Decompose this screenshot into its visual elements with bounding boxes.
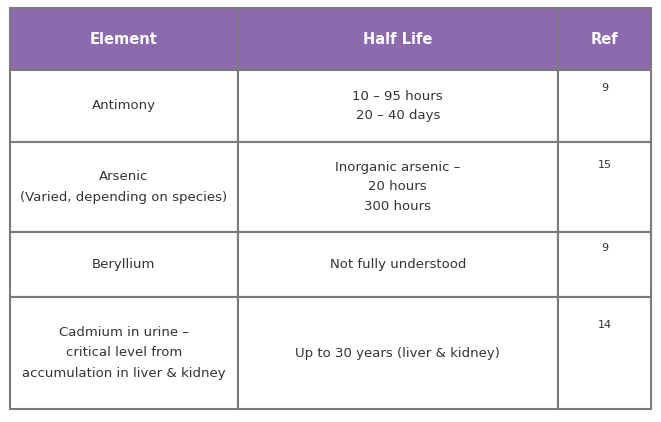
Text: Ref: Ref: [591, 32, 618, 46]
Bar: [10, 142, 237, 232]
Text: Antimony: Antimony: [92, 100, 156, 113]
Text: 9: 9: [601, 83, 608, 93]
Bar: [237, 70, 558, 142]
Bar: [237, 297, 558, 409]
Bar: [237, 232, 558, 297]
Text: Half Life: Half Life: [363, 32, 432, 46]
Text: 14: 14: [598, 320, 611, 330]
Text: Inorganic arsenic –
20 hours
300 hours: Inorganic arsenic – 20 hours 300 hours: [335, 160, 461, 214]
Text: 9: 9: [601, 243, 608, 253]
Text: Element: Element: [90, 32, 158, 46]
Text: Not fully understood: Not fully understood: [330, 258, 466, 271]
Bar: [237, 8, 558, 70]
Bar: [558, 297, 651, 409]
Bar: [558, 70, 651, 142]
Bar: [10, 297, 237, 409]
Bar: [10, 8, 237, 70]
Bar: [237, 142, 558, 232]
Bar: [558, 232, 651, 297]
Bar: [10, 232, 237, 297]
Text: Up to 30 years (liver & kidney): Up to 30 years (liver & kidney): [295, 346, 500, 360]
Text: 10 – 95 hours
20 – 40 days: 10 – 95 hours 20 – 40 days: [352, 89, 443, 122]
Bar: [558, 8, 651, 70]
Bar: [558, 142, 651, 232]
Text: 15: 15: [598, 160, 611, 170]
Text: Arsenic
(Varied, depending on species): Arsenic (Varied, depending on species): [20, 170, 227, 203]
Text: Cadmium in urine –
critical level from
accumulation in liver & kidney: Cadmium in urine – critical level from a…: [22, 327, 225, 379]
Text: Beryllium: Beryllium: [92, 258, 155, 271]
Bar: [10, 70, 237, 142]
